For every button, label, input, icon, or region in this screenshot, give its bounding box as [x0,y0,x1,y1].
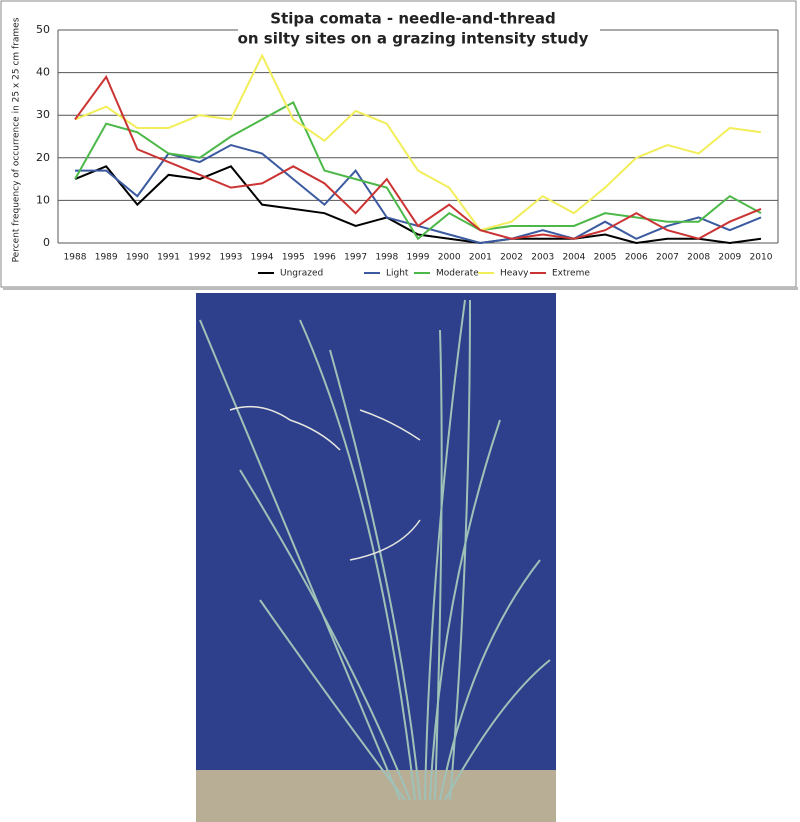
photo [196,293,556,822]
x-tick-label: 2007 [656,253,679,263]
x-tick-label: 2003 [531,253,554,263]
series-line [74,53,762,232]
series-line [74,165,762,245]
x-tick-label: 2001 [469,253,492,263]
y-tick-label: 0 [43,236,50,249]
grass [199,299,551,801]
y-axis-label: Percent frequency of occurrence in 25 x … [12,17,22,262]
frame-shadow [3,287,798,290]
title-bg [238,8,600,48]
x-tick-label: 2010 [750,253,773,263]
x-tick-label: 1996 [313,253,336,263]
photo-ground [196,770,556,822]
legend-label: Light [386,269,409,279]
x-tick-label: 1995 [282,253,305,263]
x-tick-label: 1992 [188,253,211,263]
x-tick-label: 1989 [95,253,118,263]
series-line [74,74,762,240]
x-tick-label: 1991 [157,253,180,263]
x-tick-label: 1998 [375,253,398,263]
y-tick-label: 50 [36,23,50,36]
x-tick-label: 1988 [64,253,87,263]
y-tick-label: 10 [36,193,50,206]
chart-subtitle: on silty sites on a grazing intensity st… [238,30,589,48]
x-tick-label: 1997 [344,253,367,263]
x-tick-label: 2004 [562,253,585,263]
x-tick-label: 1994 [251,253,274,263]
x-tick-label: 1993 [219,253,242,263]
y-tick-label: 40 [36,66,50,79]
y-tick-label: 20 [36,151,50,164]
x-tick-label: 2009 [718,253,741,263]
x-tick-label: 2005 [594,253,617,263]
legend-label: Moderate [436,269,479,279]
x-tick-label: 1990 [126,253,149,263]
x-tick-label: 2006 [625,253,648,263]
legend-label: Heavy [500,269,529,279]
legend-label: Ungrazed [280,269,323,279]
x-tick-label: 2002 [500,253,523,263]
x-tick-label: 1999 [407,253,430,263]
chart-title: Stipa comata - needle-and-thread [270,10,555,28]
legend-label: Extreme [552,269,590,279]
x-tick-label: 2008 [687,253,710,263]
x-tick-label: 2000 [438,253,461,263]
y-tick-label: 30 [36,108,50,121]
awns [229,405,421,561]
plot: 0 10 20 30 40 50 1988 1989 1990 1991 1992 1993 1994 1… [36,23,779,279]
